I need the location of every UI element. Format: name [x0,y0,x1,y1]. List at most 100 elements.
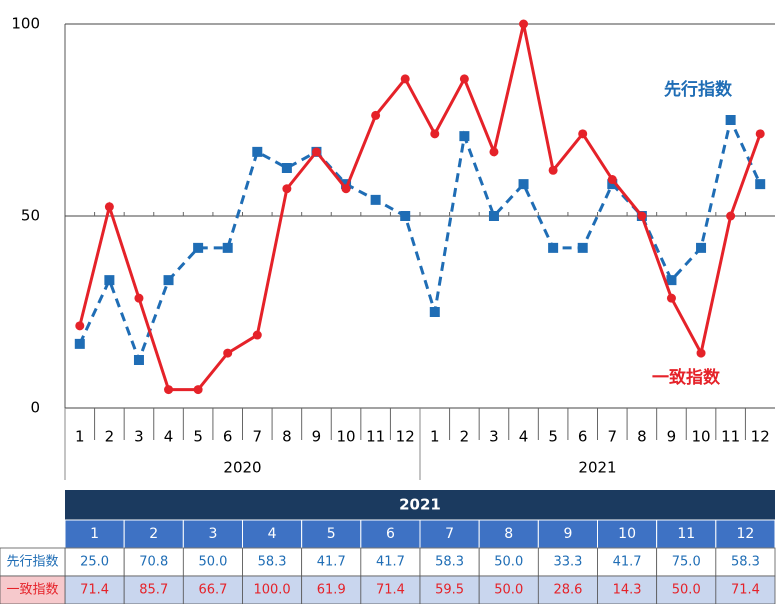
series-label: 一致指数 [652,367,721,388]
table-column-head [301,519,362,549]
table-cell [242,547,303,577]
x-tick-label: 9 [312,428,322,446]
table-column-label: 4 [268,526,277,542]
table-value: 41.7 [376,555,405,570]
x-tick-label: 5 [548,428,558,446]
marker [370,194,381,205]
table-value: 66.7 [198,583,227,598]
marker [371,110,381,120]
marker [726,211,736,221]
marker [223,348,233,358]
marker [488,211,499,221]
table-value: 70.8 [139,555,168,570]
marker [104,202,114,212]
table-value: 61.9 [317,583,346,598]
table-column-label: 6 [386,526,395,542]
x-tick-label: 11 [366,428,385,446]
table-row-head [0,575,66,605]
table-cell [715,547,776,577]
marker [637,211,647,221]
table-column-head [64,519,125,549]
table-value: 50.0 [672,583,701,598]
x-tick-label: 10 [691,428,710,446]
marker [430,129,440,139]
marker [104,275,115,286]
marker [193,385,203,395]
table-value: 71.4 [80,583,109,598]
table-value: 28.6 [553,583,582,598]
marker [755,129,765,139]
table-value: 33.3 [553,555,582,570]
marker [459,131,470,142]
group-label: 2021 [578,459,616,477]
marker [133,355,144,365]
x-tick-label: 4 [519,428,529,446]
marker [519,19,529,29]
table-value: 14.3 [613,583,642,598]
table-column-label: 2 [149,526,158,542]
marker [222,242,233,253]
table-value: 58.3 [435,555,464,570]
x-tick-label: 12 [396,428,415,446]
x-tick-label: 7 [608,428,618,446]
table-value: 41.7 [613,555,642,570]
table-value: 71.4 [376,583,405,598]
marker [193,242,204,253]
marker [282,184,292,194]
table-column-label: 11 [677,526,695,542]
marker [607,179,618,190]
table-value: 41.7 [317,555,346,570]
series-label: 先行指数 [664,79,733,100]
marker [74,338,85,349]
table-column-label: 1 [90,526,99,542]
table-column-label: 9 [563,526,572,542]
table-value: 58.3 [731,555,760,570]
marker [163,275,174,286]
marker [578,129,588,139]
table-value: 59.5 [435,583,464,598]
table-column-label: 10 [618,526,636,542]
x-tick-label: 2 [105,428,115,446]
table-value: 50.0 [198,555,227,570]
x-tick-label: 12 [751,428,770,446]
table-row-head [0,547,66,577]
marker [341,179,352,190]
marker [666,293,676,303]
x-tick-label: 11 [721,428,740,446]
marker [164,385,174,395]
table-row-label: 先行指数 [6,555,58,570]
table-column-label: 12 [737,526,755,542]
marker [400,211,411,221]
marker [548,242,559,253]
table-cell [301,575,362,605]
y-tick-label: 100 [11,15,40,33]
y-tick-label: 50 [21,207,40,225]
table-column-label: 8 [504,526,513,542]
marker [577,242,588,253]
table-column-label: 7 [445,526,454,542]
table-cell [301,547,362,577]
table-cell [123,547,184,577]
marker [696,242,707,253]
table-column-head [537,519,598,549]
table-column-label: 3 [208,526,217,542]
marker [252,330,262,340]
x-tick-label: 3 [489,428,499,446]
group-label: 2020 [223,459,261,477]
x-tick-label: 10 [336,428,355,446]
marker [400,74,410,84]
marker [548,165,558,175]
table-value: 85.7 [139,583,168,598]
y-tick-label: 0 [30,399,40,417]
table-column-label: 5 [327,526,336,542]
table-value: 25.0 [80,555,109,570]
table-row-label: 一致指数 [6,583,58,598]
marker [725,115,736,125]
marker [75,321,85,331]
marker [696,348,706,358]
table-header [65,490,775,520]
x-tick-label: 8 [637,428,647,446]
x-tick-label: 8 [282,428,292,446]
marker [666,275,677,286]
marker [252,146,263,157]
